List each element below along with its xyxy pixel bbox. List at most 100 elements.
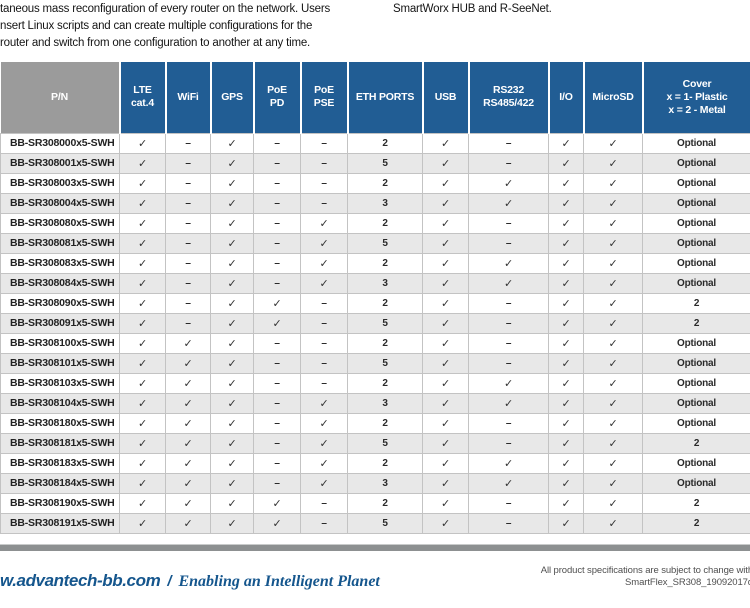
value-cell: ✓	[548, 512, 584, 534]
column-header-0: P/N	[0, 62, 121, 133]
value-cell: ✓	[210, 232, 254, 254]
value-cell: ✓	[422, 372, 469, 394]
value-cell: ✓	[165, 352, 211, 374]
value-cell: ✓	[300, 272, 348, 294]
value-cell: ✓	[210, 132, 254, 154]
value-cell: ✓	[468, 372, 549, 394]
value-cell: ✓	[548, 132, 584, 154]
table-row: BB-SR308104x5-SWH ✓ ✓ ✓ – ✓ 3 ✓ ✓ ✓ ✓ Optional	[0, 392, 750, 414]
value-cell: Optional	[642, 452, 750, 474]
value-cell: 5	[347, 432, 423, 454]
value-cell: –	[468, 312, 549, 334]
value-cell: ✓	[583, 492, 643, 514]
value-cell: ✓	[583, 172, 643, 194]
value-cell: 2	[347, 132, 423, 154]
pn-cell: BB-SR308001x5-SWH	[0, 152, 120, 174]
value-cell: ✓	[468, 392, 549, 414]
value-cell: ✓	[119, 152, 166, 174]
footer-branding: w.advantech-bb.com / Enabling an Intellige…	[0, 571, 380, 591]
value-cell: ✓	[548, 152, 584, 174]
value-cell: Optional	[642, 172, 750, 194]
value-cell: ✓	[300, 412, 348, 434]
value-cell: ✓	[210, 252, 254, 274]
value-cell: ✓	[583, 452, 643, 474]
pn-cell: BB-SR308190x5-SWH	[0, 492, 120, 514]
value-cell: –	[300, 152, 348, 174]
value-cell: 2	[347, 292, 423, 314]
pn-cell: BB-SR308090x5-SWH	[0, 292, 120, 314]
table-row: BB-SR308090x5-SWH ✓ – ✓ ✓ –2 ✓ – ✓ ✓ 2	[0, 292, 750, 314]
value-cell: ✓	[119, 392, 166, 414]
value-cell: ✓	[253, 512, 301, 534]
table-row: BB-SR308091x5-SWH ✓ – ✓ ✓ –5 ✓ – ✓ ✓ 2	[0, 312, 750, 334]
value-cell: –	[253, 272, 301, 294]
value-cell: ✓	[119, 212, 166, 234]
value-cell: ✓	[422, 472, 469, 494]
value-cell: ✓	[210, 372, 254, 394]
value-cell: ✓	[548, 292, 584, 314]
column-header-6: ETH PORTS	[347, 62, 424, 133]
table-row: BB-SR308003x5-SWH ✓ – ✓ – –2 ✓ ✓ ✓ ✓ Optional	[0, 172, 750, 194]
footer-divider-bar	[0, 544, 750, 551]
value-cell: ✓	[300, 212, 348, 234]
footer-disclaimer-line: All product specifications are subject t…	[540, 565, 750, 576]
value-cell: 2	[347, 372, 423, 394]
value-cell: ✓	[422, 292, 469, 314]
value-cell: 2	[347, 452, 423, 474]
value-cell: –	[300, 512, 348, 534]
value-cell: –	[165, 192, 211, 214]
column-header-1: LTE cat.4	[119, 62, 167, 133]
value-cell: ✓	[165, 332, 211, 354]
intro-text-left-column: taneous mass reconfiguration of every ro…	[0, 1, 385, 51]
table-row: BB-SR308083x5-SWH ✓ – ✓ – ✓ 2 ✓ ✓ ✓ ✓ Optional	[0, 252, 750, 274]
value-cell: –	[300, 132, 348, 154]
value-cell: ✓	[548, 472, 584, 494]
value-cell: 5	[347, 312, 423, 334]
intro-text-line: taneous mass reconfiguration of every ro…	[0, 3, 331, 15]
value-cell: ✓	[210, 152, 254, 174]
pn-cell: BB-SR308101x5-SWH	[0, 352, 120, 374]
value-cell: ✓	[300, 432, 348, 454]
value-cell: ✓	[422, 452, 469, 474]
value-cell: ✓	[165, 512, 211, 534]
value-cell: ✓	[210, 412, 254, 434]
value-cell: ✓	[119, 332, 166, 354]
value-cell: ✓	[119, 132, 166, 154]
pn-cell: BB-SR308184x5-SWH	[0, 472, 120, 494]
pn-cell: BB-SR308180x5-SWH	[0, 412, 120, 434]
value-cell: ✓	[300, 452, 348, 474]
value-cell: ✓	[253, 312, 301, 334]
value-cell: ✓	[253, 292, 301, 314]
value-cell: –	[253, 252, 301, 274]
value-cell: ✓	[300, 392, 348, 414]
value-cell: ✓	[119, 372, 166, 394]
value-cell: –	[253, 192, 301, 214]
value-cell: ✓	[422, 172, 469, 194]
value-cell: 2	[642, 432, 750, 454]
value-cell: –	[165, 292, 211, 314]
value-cell: 3	[347, 272, 423, 294]
value-cell: ✓	[119, 312, 166, 334]
value-cell: 5	[347, 152, 423, 174]
value-cell: ✓	[548, 232, 584, 254]
value-cell: ✓	[583, 192, 643, 214]
value-cell: ✓	[583, 152, 643, 174]
pn-cell: BB-SR308083x5-SWH	[0, 252, 120, 274]
value-cell: ✓	[583, 252, 643, 274]
pn-cell: BB-SR308081x5-SWH	[0, 232, 120, 254]
value-cell: ✓	[119, 412, 166, 434]
value-cell: Optional	[642, 152, 750, 174]
value-cell: ✓	[422, 232, 469, 254]
value-cell: –	[253, 432, 301, 454]
value-cell: –	[253, 472, 301, 494]
value-cell: ✓	[119, 192, 166, 214]
value-cell: ✓	[119, 472, 166, 494]
value-cell: –	[253, 412, 301, 434]
table-row: BB-SR308100x5-SWH ✓ ✓ ✓ – –2 ✓ – ✓ ✓ Optional	[0, 332, 750, 354]
value-cell: ✓	[165, 372, 211, 394]
value-cell: ✓	[210, 172, 254, 194]
value-cell: ✓	[165, 412, 211, 434]
value-cell: 5	[347, 352, 423, 374]
value-cell: ✓	[583, 392, 643, 414]
